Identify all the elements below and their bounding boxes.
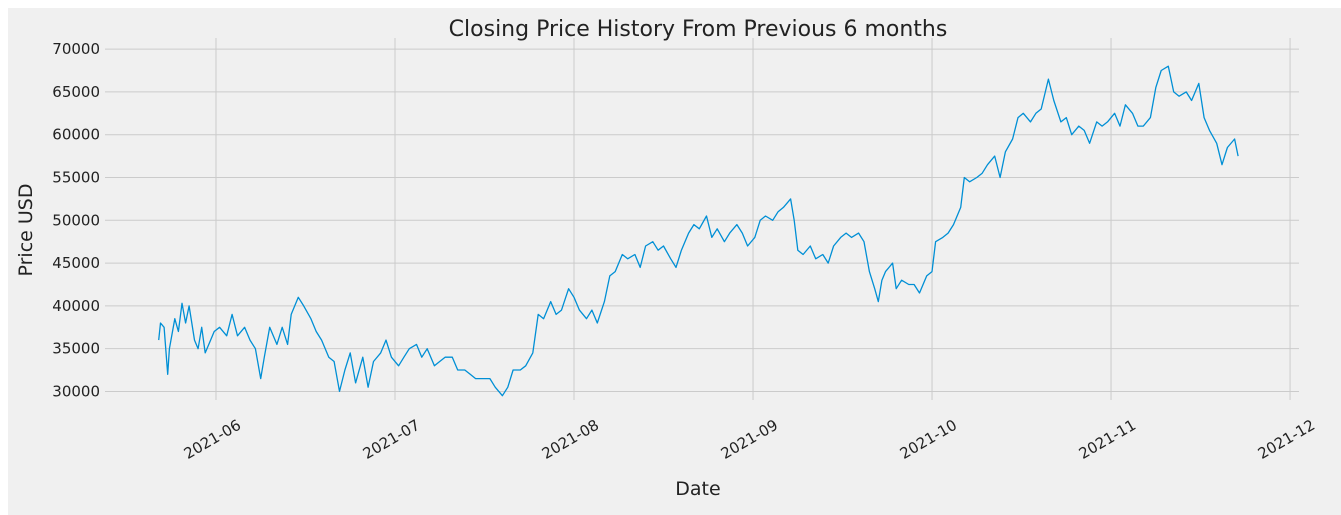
x-axis-label: Date [675, 478, 720, 500]
y-tick-label: 45000 [52, 254, 100, 272]
chart-title: Closing Price History From Previous 6 mo… [449, 17, 948, 42]
price-line [158, 65, 1239, 397]
y-tick-label: 35000 [52, 340, 100, 358]
y-tick-label: 60000 [52, 126, 100, 144]
y-tick-label: 40000 [52, 297, 100, 315]
y-tick-label: 50000 [52, 211, 100, 229]
y-tick-label: 30000 [52, 382, 100, 400]
y-axis-label: Price USD [15, 184, 37, 277]
grid [105, 38, 1299, 400]
y-tick-label: 55000 [52, 168, 100, 186]
figure-background [8, 8, 1341, 515]
y-tick-label: 70000 [52, 40, 100, 58]
y-tick-label: 65000 [52, 83, 100, 101]
plot-area [158, 65, 1239, 397]
